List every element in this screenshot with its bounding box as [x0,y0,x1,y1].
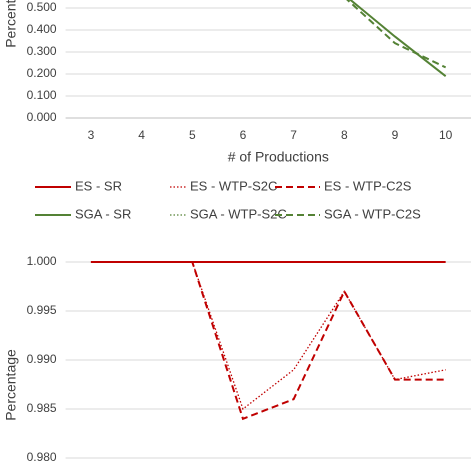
y-tick-label: 0.100 [27,88,57,102]
y-tick-label: 0.980 [27,450,57,464]
y-tick-label: 0.500 [27,0,57,14]
plot-lines [346,0,447,77]
legend-label: ES - SR [75,178,122,193]
x-tick-label: 4 [138,128,145,142]
y-tick-label: 0.400 [27,22,57,36]
y-tick-label: 0.985 [27,401,57,415]
y-tick-label: 0.300 [27,44,57,58]
y-axis-title: Percentage [3,0,19,48]
y-tick-label: 0.200 [27,66,57,80]
legend-label: ES - WTP-C2S [324,178,412,193]
x-tick-label: 6 [240,128,247,142]
x-tick-label: 5 [189,128,196,142]
legend-label: SGA - SR [75,206,131,221]
x-axis-title: # of Productions [228,149,329,165]
y-tick-label: 0.000 [27,110,57,124]
x-tick-label: 3 [88,128,95,142]
series-line [349,0,447,77]
series-line [346,0,447,69]
series-line [90,261,446,421]
x-tick-label: 10 [439,128,453,142]
plot-lines [90,261,446,421]
y-axis-title: Percentage [3,349,19,421]
y-tick-label: 1.000 [27,254,57,268]
legend-label: ES - WTP-S2C [190,178,277,193]
x-tick-label: 8 [341,128,348,142]
legend-label: SGA - WTP-S2C [190,206,287,221]
x-tick-label: 7 [290,128,297,142]
series-line [90,261,446,411]
y-tick-label: 0.995 [27,303,57,317]
x-tick-label: 9 [392,128,399,142]
y-tick-label: 0.990 [27,352,57,366]
legend-label: SGA - WTP-C2S [324,206,421,221]
